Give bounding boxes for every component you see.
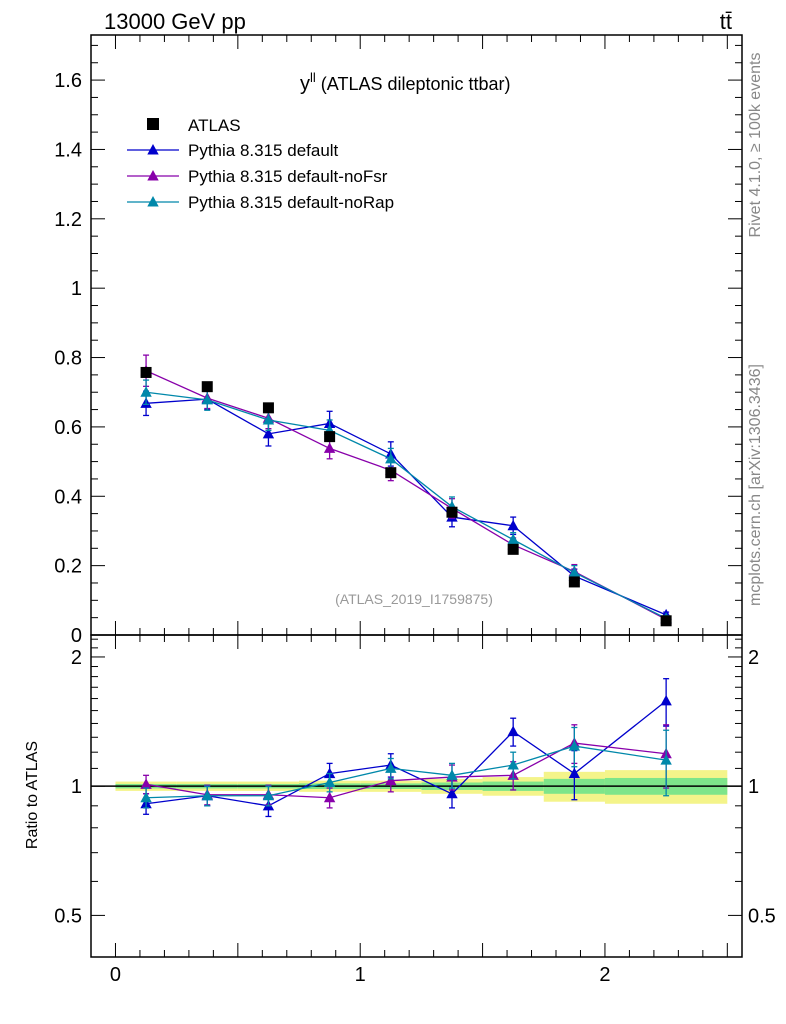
ratio-point <box>323 791 336 803</box>
main-y-tick-label: 1.4 <box>54 139 82 161</box>
ratio-point <box>568 740 581 751</box>
main-point <box>385 452 397 464</box>
ratio-point <box>323 767 336 779</box>
main-point <box>262 427 275 439</box>
atlas-data-point <box>385 467 397 479</box>
main-y-tick-label: 1.2 <box>54 209 82 231</box>
ratio-y-tick-label-right: 0.5 <box>748 905 776 927</box>
ratio-point <box>201 789 213 801</box>
main-point <box>323 442 336 453</box>
ratio-point <box>660 694 672 706</box>
main-point <box>568 566 581 578</box>
ratio-point <box>385 762 397 773</box>
main-point <box>507 533 519 545</box>
atlas-data-point <box>140 366 152 378</box>
legend-series-marker <box>147 196 159 207</box>
x-tick-label: 0 <box>110 964 121 986</box>
ratio-axis-ticks: 0.5 0.5 1 1 2 2 0 1 2 <box>54 635 776 986</box>
ratio-series-layer <box>140 678 672 818</box>
atlas-data-point <box>262 402 274 414</box>
mcplots-label: mcplots.cern.ch [arXiv:1306.3436] <box>747 364 764 606</box>
atlas-data-layer <box>140 366 672 627</box>
ratio-point <box>323 776 336 787</box>
legend-series-marker <box>147 170 159 181</box>
ratio-point <box>262 789 275 801</box>
legend-series-label: Pythia 8.315 default <box>188 141 339 160</box>
main-point <box>262 413 275 425</box>
ratio-point <box>446 787 458 799</box>
plot-title-sup: ll <box>310 70 316 85</box>
legend-series-label: Pythia 8.315 default-noFsr <box>188 167 388 186</box>
main-point <box>201 393 213 405</box>
ratio-point <box>140 778 152 789</box>
ratio-y-tick-label-right: 1 <box>748 776 759 798</box>
ratio-point <box>140 791 152 803</box>
main-point <box>507 519 519 531</box>
ratio-y-tick-label: 1 <box>71 776 82 798</box>
legend-series-marker <box>147 144 159 155</box>
main-axis-ticks: 0 0.2 0.4 0.6 0.8 1 1.2 1.4 1.6 <box>54 35 742 647</box>
plot-title-rest: (ATLAS dileptonic ttbar) <box>316 74 511 94</box>
main-series-layer <box>140 354 672 624</box>
atlas-data-point <box>568 576 580 588</box>
ratio-point <box>385 774 397 786</box>
ratio-y-axis-label: Ratio to ATLAS <box>24 741 41 849</box>
ratio-point <box>507 725 519 737</box>
atlas-data-point <box>201 381 213 393</box>
main-y-tick-label: 0 <box>71 625 82 647</box>
header-left-label: 13000 GeV pp <box>104 9 246 34</box>
analysis-watermark: (ATLAS_2019_I1759875) <box>335 591 493 607</box>
atlas-data-point <box>446 506 458 518</box>
ratio-plot-frame <box>90 634 743 958</box>
rivet-label: Rivet 4.1.0, ≥ 100k events <box>747 53 764 238</box>
ratio-y-tick-label: 2 <box>71 647 82 669</box>
legend-atlas-label: ATLAS <box>188 116 241 135</box>
legend: ATLAS Pythia 8.315 default Pythia 8.315 de… <box>127 116 394 212</box>
ratio-point <box>507 759 519 770</box>
main-y-tick-label: 1 <box>71 278 82 300</box>
ratio-point <box>568 767 581 779</box>
main-series-line <box>145 391 667 619</box>
main-y-tick-label: 0.4 <box>54 486 82 508</box>
ratio-y-tick-label: 0.5 <box>54 905 82 927</box>
main-series-line <box>146 398 667 616</box>
x-tick-label: 1 <box>355 964 366 986</box>
main-y-tick-label: 0.8 <box>54 348 82 370</box>
main-point <box>140 386 152 397</box>
atlas-data-point <box>507 543 519 555</box>
header-right-label: tt̄ <box>720 9 732 34</box>
main-y-tick-label: 0.2 <box>54 556 82 578</box>
legend-series-label: Pythia 8.315 default-noRap <box>188 193 394 212</box>
x-tick-label: 2 <box>599 964 610 986</box>
main-y-tick-label: 0.6 <box>54 417 82 439</box>
plot-title-main: y <box>300 73 310 95</box>
main-y-tick-label: 1.6 <box>54 70 82 92</box>
ratio-y-tick-label-right: 2 <box>748 647 759 669</box>
legend-atlas-marker <box>147 118 159 130</box>
ratio-point <box>660 754 672 765</box>
plot-title: yll (ATLAS dileptonic ttbar) <box>300 70 511 95</box>
atlas-data-point <box>324 431 336 443</box>
ratio-point <box>446 769 458 780</box>
atlas-data-point <box>660 615 672 627</box>
